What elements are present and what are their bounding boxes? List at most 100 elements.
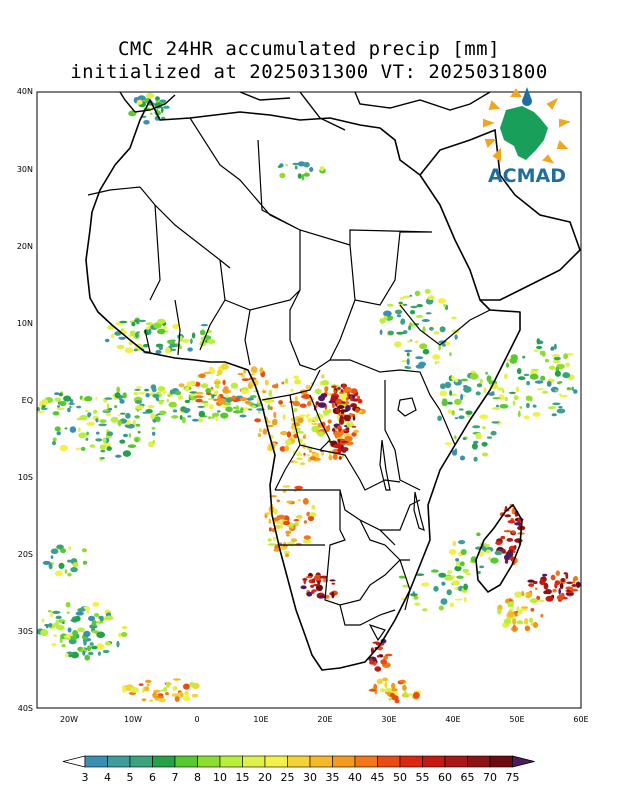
lat-tick-label: 30N bbox=[17, 165, 33, 174]
precip-cell bbox=[55, 615, 62, 620]
lon-tick-label: 20E bbox=[317, 715, 332, 724]
precip-cell bbox=[157, 328, 166, 335]
precip-cell bbox=[306, 511, 311, 517]
precip-cell bbox=[526, 380, 530, 386]
precip-cell bbox=[148, 404, 155, 409]
precip-cell bbox=[437, 415, 442, 422]
precip-cell bbox=[216, 373, 219, 377]
precip-cell bbox=[205, 387, 211, 395]
colorbar-swatch bbox=[84, 755, 108, 768]
precip-cell bbox=[168, 401, 177, 408]
precip-cell bbox=[414, 602, 421, 606]
precip-cell bbox=[195, 398, 203, 403]
precip-cell bbox=[175, 390, 182, 396]
precip-cell bbox=[272, 418, 278, 426]
precip-cell bbox=[143, 686, 150, 692]
precip-cell bbox=[297, 161, 306, 167]
precip-cell bbox=[285, 439, 292, 446]
precip-cell bbox=[59, 400, 67, 407]
precip-cell bbox=[494, 550, 503, 556]
precip-cell bbox=[297, 430, 304, 434]
precip-cell bbox=[134, 400, 142, 404]
precip-cell bbox=[550, 574, 556, 581]
precip-cell bbox=[290, 538, 298, 543]
colorbar-swatch bbox=[489, 755, 513, 768]
precip-cell bbox=[532, 412, 541, 417]
precip-cell bbox=[339, 415, 344, 422]
precip-cell bbox=[114, 392, 121, 399]
precip-cell bbox=[471, 443, 478, 450]
precip-cell bbox=[267, 424, 274, 428]
precip-cell bbox=[536, 388, 545, 391]
precip-cell bbox=[220, 412, 229, 419]
precip-cell bbox=[146, 683, 150, 687]
precip-cell bbox=[497, 608, 502, 615]
precip-cell bbox=[136, 99, 143, 105]
colorbar-swatch bbox=[264, 755, 288, 768]
precip-cell bbox=[273, 411, 277, 419]
precip-cell bbox=[335, 407, 340, 414]
precip-cell bbox=[526, 402, 530, 409]
precip-cell bbox=[536, 595, 541, 601]
precip-cell bbox=[454, 378, 459, 383]
precip-cell bbox=[145, 393, 150, 398]
precip-cell bbox=[208, 404, 215, 410]
precip-cell bbox=[216, 410, 221, 413]
precip-cell bbox=[398, 575, 405, 579]
precip-cell bbox=[460, 378, 468, 382]
precip-cell bbox=[491, 421, 500, 424]
precip-cell bbox=[554, 389, 558, 392]
precip-cell bbox=[99, 419, 107, 423]
precip-cell bbox=[307, 516, 314, 520]
precip-cell bbox=[335, 398, 343, 405]
precip-cell bbox=[142, 687, 145, 693]
africa-map-icon bbox=[483, 87, 571, 164]
precip-cell bbox=[444, 381, 452, 389]
lat-tick-label: 20N bbox=[17, 242, 33, 251]
precip-cell bbox=[438, 572, 447, 578]
precip-cell bbox=[386, 303, 394, 307]
precip-cell bbox=[503, 530, 512, 533]
lat-tick-label: 40S bbox=[18, 704, 33, 713]
colorbar-label: 7 bbox=[172, 771, 179, 784]
precip-cell bbox=[555, 570, 560, 576]
precip-cell bbox=[97, 620, 101, 623]
precip-cell bbox=[565, 592, 574, 596]
precip-cell bbox=[402, 684, 407, 691]
precip-cell bbox=[203, 402, 209, 407]
precip-cell bbox=[184, 399, 191, 404]
precip-cell bbox=[157, 695, 165, 699]
precip-cell bbox=[40, 629, 49, 637]
precip-cell bbox=[91, 645, 98, 650]
precip-cell bbox=[415, 573, 425, 576]
precip-cell bbox=[558, 588, 561, 595]
precip-cell bbox=[475, 432, 482, 440]
precip-cell bbox=[211, 416, 215, 419]
precip-cell bbox=[451, 375, 455, 381]
precip-cell bbox=[70, 635, 78, 641]
precip-cell bbox=[125, 421, 131, 425]
precip-cell bbox=[404, 349, 413, 353]
precip-cell bbox=[129, 330, 136, 337]
precip-cell bbox=[314, 574, 322, 581]
colorbar-swatch bbox=[399, 755, 423, 768]
precip-cell bbox=[312, 416, 318, 422]
precip-cell bbox=[182, 416, 186, 424]
precip-cell bbox=[547, 406, 556, 410]
precip-cell bbox=[317, 431, 325, 437]
precip-cell bbox=[85, 409, 89, 413]
precip-cell bbox=[81, 548, 87, 553]
precip-cell bbox=[278, 400, 283, 405]
precip-cell bbox=[212, 398, 219, 401]
precip-cell bbox=[539, 579, 546, 586]
precip-cell bbox=[424, 288, 431, 294]
precip-cell bbox=[301, 394, 310, 399]
precip-cell bbox=[301, 174, 305, 181]
precip-cell bbox=[172, 409, 178, 413]
precip-cell bbox=[294, 485, 304, 490]
precip-cell bbox=[540, 614, 544, 618]
precip-cell bbox=[124, 423, 134, 428]
precip-cell bbox=[512, 400, 516, 406]
precip-cell bbox=[82, 560, 88, 565]
precip-cell bbox=[402, 303, 408, 306]
